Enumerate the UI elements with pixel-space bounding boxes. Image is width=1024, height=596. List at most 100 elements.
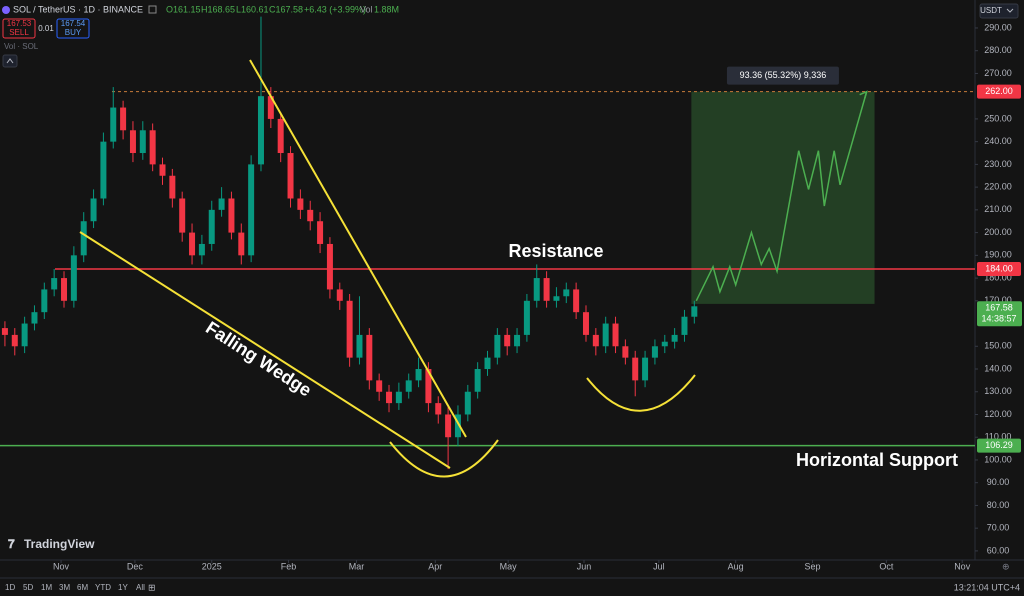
symbol-title: SOL / TetherUS · 1D · BINANCE [13, 4, 143, 14]
candle-body [179, 198, 186, 233]
y-tick-label: 190.00 [984, 250, 1012, 260]
x-tick-label: Dec [127, 561, 144, 571]
candle-body [11, 334, 18, 347]
candle-body [671, 334, 678, 342]
bottom-curve [389, 439, 499, 478]
candle-body [543, 278, 550, 301]
candle-body [395, 391, 402, 404]
y-tick-label: 70.00 [987, 523, 1010, 533]
candle-body [31, 312, 38, 324]
y-tick-label: 140.00 [984, 363, 1012, 373]
projection-box [691, 91, 875, 304]
price-tag-label: 106.29 [985, 440, 1013, 450]
brand: TradingView [24, 537, 95, 551]
candle-body [159, 164, 166, 176]
candle-body [129, 130, 136, 154]
collapse-button[interactable] [2, 54, 18, 68]
candle-body [336, 289, 343, 301]
y-tick-label: 280.00 [984, 45, 1012, 55]
timeframe-button[interactable]: 5D [23, 583, 33, 592]
annotation: Resistance [508, 241, 603, 261]
candle-body [326, 243, 333, 290]
y-tick-label: 200.00 [984, 227, 1012, 237]
timeframe-button[interactable]: All [136, 583, 145, 592]
timeframe-button[interactable]: 1D [5, 583, 15, 592]
y-tick-label: 80.00 [987, 500, 1010, 510]
spread: 0.01 [38, 24, 54, 33]
y-tick-label: 60.00 [987, 545, 1010, 555]
x-tick-label: Mar [349, 561, 365, 571]
sell-button[interactable] [2, 18, 36, 39]
currency-caret [1006, 8, 1014, 13]
candle-body [277, 118, 284, 154]
currency-button[interactable] [979, 3, 1019, 19]
price-tag [977, 84, 1021, 99]
candle-body [139, 130, 146, 154]
x-tick-label: Feb [281, 561, 297, 571]
y-tick-label: 180.00 [984, 272, 1012, 282]
candle-body [1, 328, 8, 335]
candle-body [582, 312, 589, 335]
candle-body [346, 300, 353, 358]
y-tick-label: 210.00 [984, 204, 1012, 214]
candle-body [307, 209, 314, 222]
buy-button[interactable] [56, 18, 90, 39]
volume-pane: Vol · SOL [4, 42, 39, 51]
candle-body [691, 306, 698, 317]
y-tick-label: 270.00 [984, 68, 1012, 78]
candle-body [573, 289, 580, 313]
projection-path [695, 91, 868, 302]
market-status [148, 5, 157, 14]
ohlc: O161.15 [166, 4, 201, 14]
x-tick-label: Apr [428, 561, 442, 571]
candle-body [90, 198, 97, 222]
sell-label: SELL [9, 28, 29, 37]
candle-body [257, 96, 264, 165]
timeframe-button[interactable]: 3M [59, 583, 70, 592]
candle-body [504, 334, 511, 347]
candle-body [514, 334, 521, 347]
candle-body [356, 334, 363, 358]
candle-body [366, 334, 373, 381]
measure-label: 93.36 (55.32%) 9,336 [740, 70, 827, 80]
candle-body [208, 209, 215, 244]
price-tag [977, 261, 1021, 276]
candle-body [317, 221, 324, 244]
candle-body [218, 198, 225, 210]
candle-body [681, 316, 688, 335]
candle-body [553, 296, 560, 301]
date-range-icon[interactable]: ⊞ [148, 582, 156, 592]
timeframe-button[interactable]: 6M [77, 583, 88, 592]
candle-body [70, 255, 77, 301]
candle-body [661, 341, 668, 347]
y-tick-label: 90.00 [987, 477, 1010, 487]
change: +6.43 (+3.99%) [304, 4, 366, 14]
candle-body [454, 414, 461, 438]
candle-body [248, 164, 255, 256]
ohlc: L160.61 [236, 4, 269, 14]
timeframe-button[interactable]: 1M [41, 583, 52, 592]
candle-body [612, 323, 619, 347]
x-tick-label: Sep [804, 561, 820, 571]
volume-label: Vol [360, 4, 373, 14]
x-tick-label: Jun [577, 561, 592, 571]
candle-body [474, 369, 481, 392]
candle-body [632, 357, 639, 381]
timeframe-button[interactable]: YTD [95, 583, 111, 592]
x-tick-label: 2025 [202, 561, 222, 571]
candle-body [484, 357, 491, 370]
x-tick-label: Nov [53, 561, 70, 571]
x-tick-label: Nov [954, 561, 971, 571]
candle-body [169, 175, 176, 199]
ohlc: H168.65 [201, 4, 235, 14]
symbol-icon [2, 6, 10, 14]
y-tick-label: 100.00 [984, 454, 1012, 464]
timeframe-button[interactable]: 1Y [118, 583, 128, 592]
candle-body [642, 357, 649, 381]
y-tick-label: 120.00 [984, 409, 1012, 419]
settings-icon[interactable]: ⊕ [1002, 561, 1010, 571]
buy-label: BUY [65, 28, 82, 37]
